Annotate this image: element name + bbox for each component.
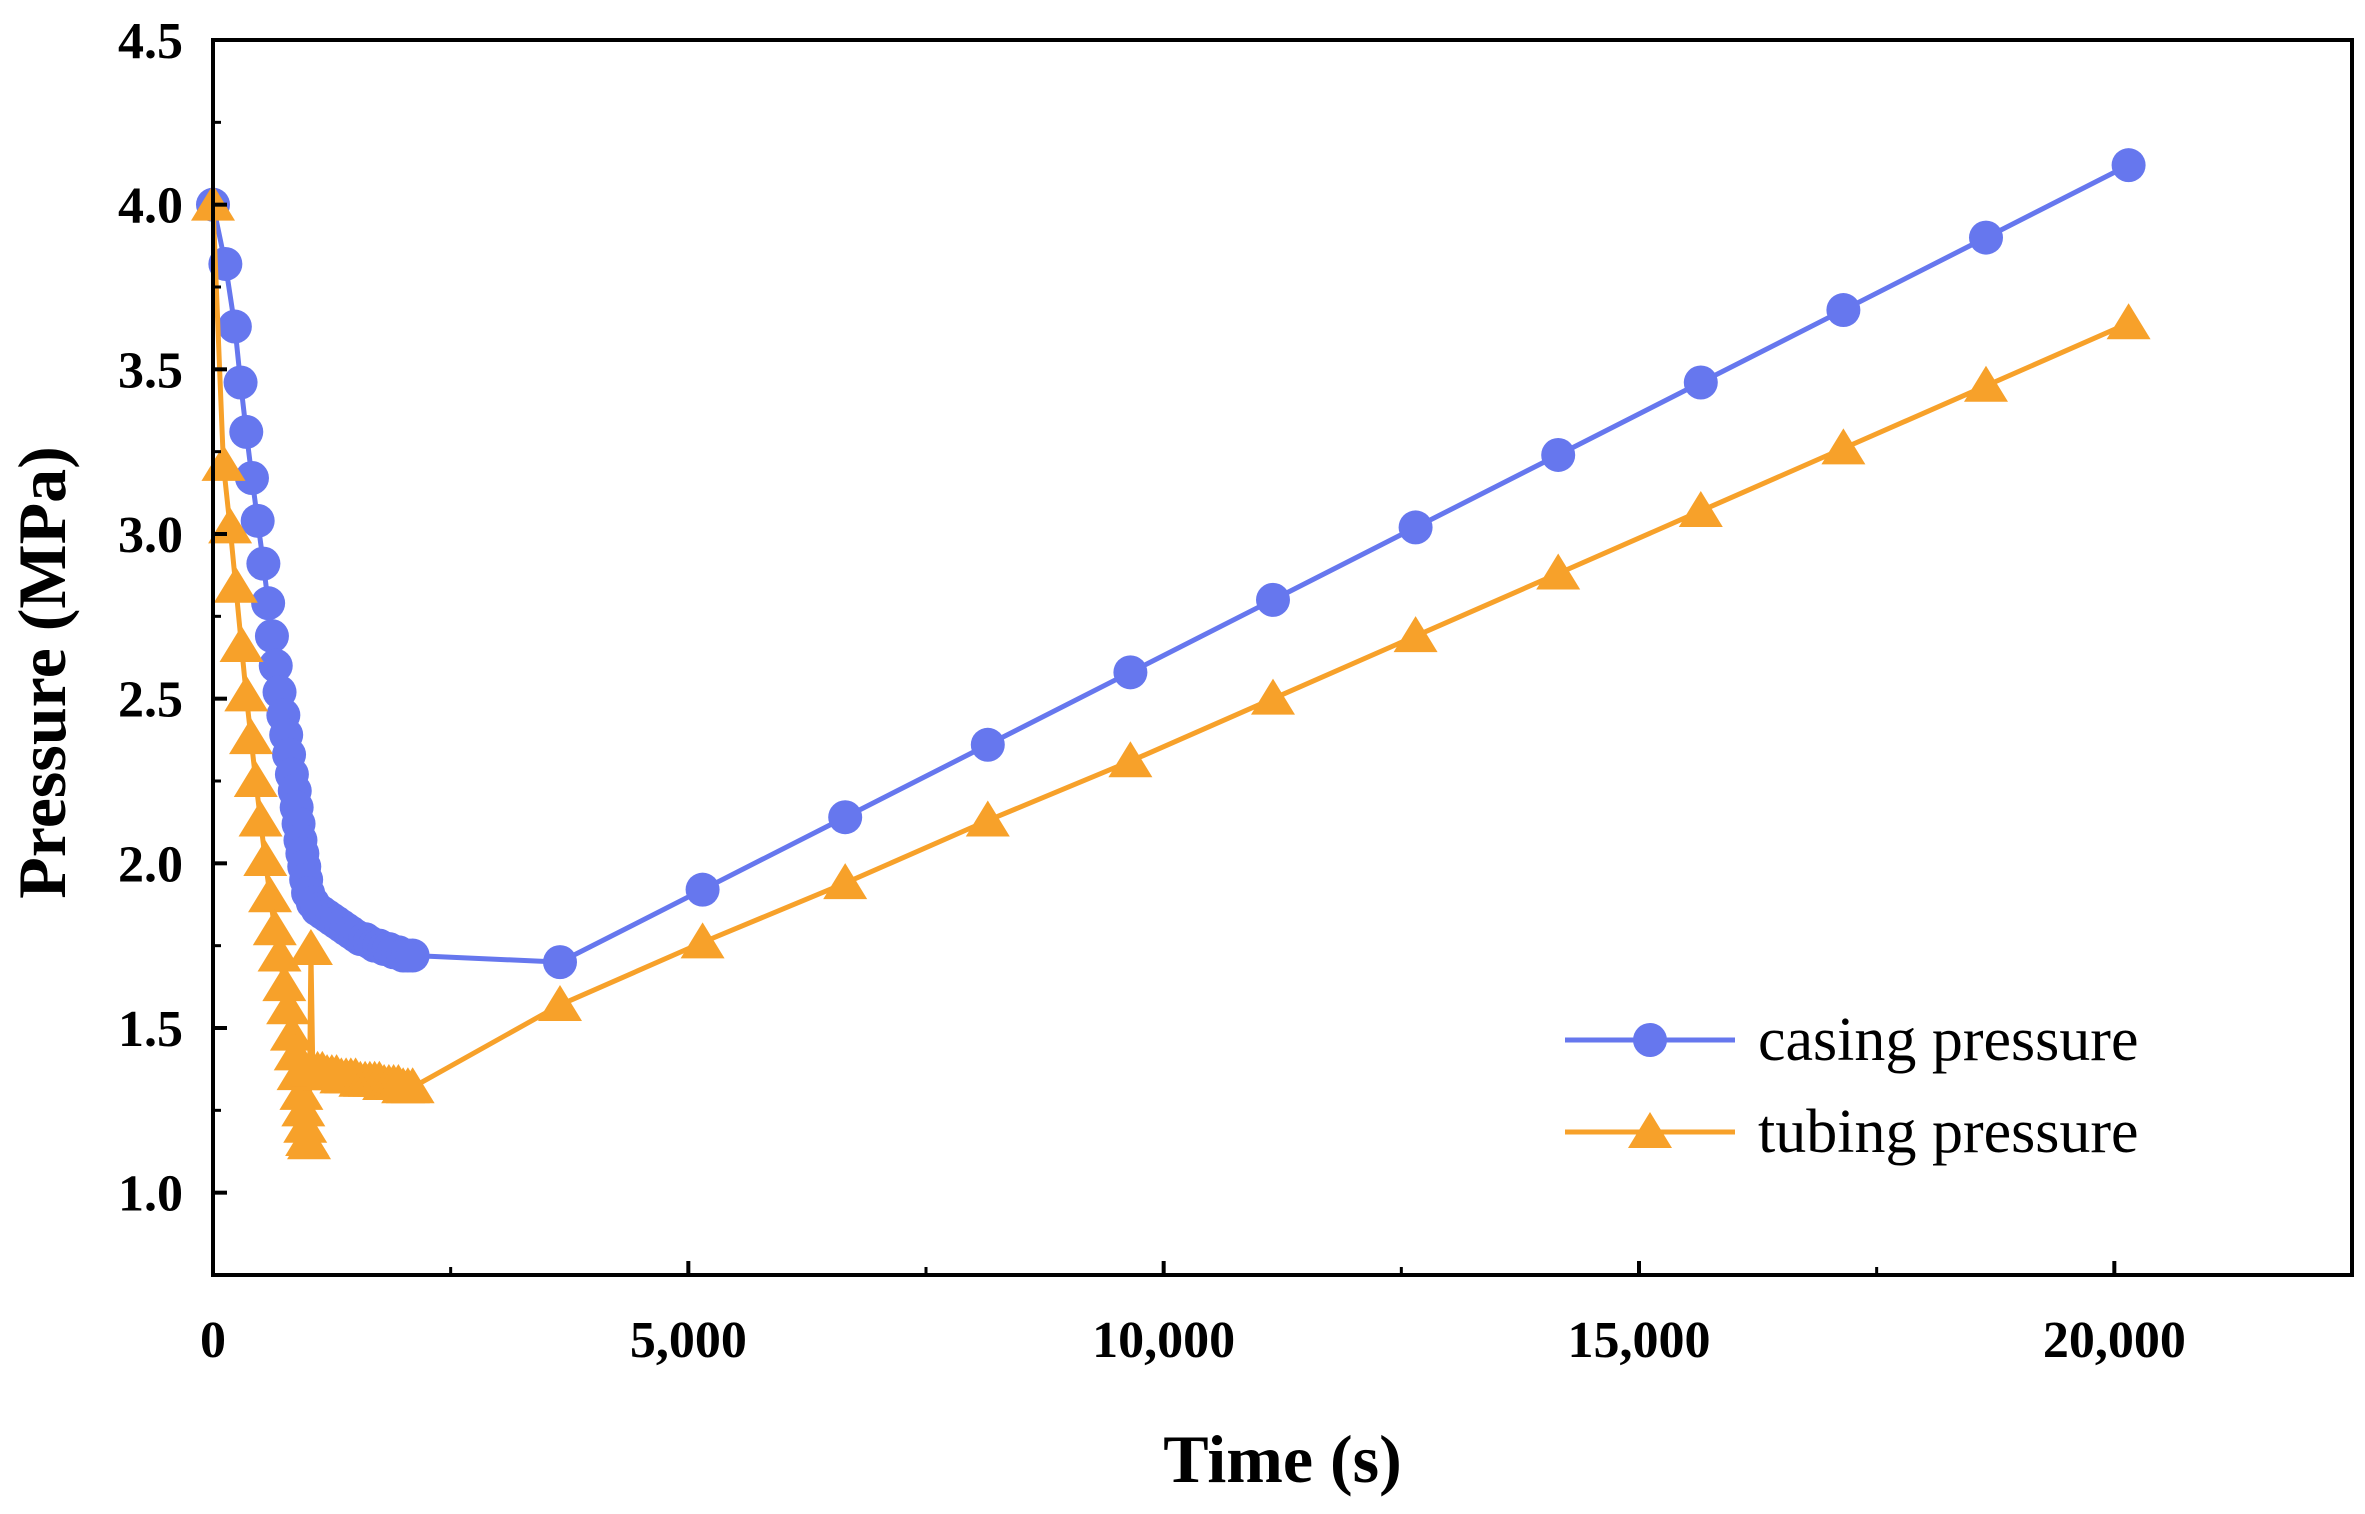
casing-pressure-point [1255,582,1290,617]
tubing-pressure-point [266,988,311,1025]
tubing-pressure-line [210,204,2130,1146]
tubing-pressure-point [229,718,274,755]
casing-pressure-series [196,148,2146,980]
x-tick-label: 5,000 [630,1312,747,1369]
x-tick-label: 15,000 [1568,1312,1711,1369]
tubing-pressure-point [1108,741,1153,778]
casing-pressure-point [229,414,264,449]
casing-pressure-point [828,800,863,835]
tubing-pressure-point [1393,616,1438,653]
casing-pressure-point [970,727,1005,762]
y-tick-label: 1.5 [118,1001,183,1058]
tubing-pressure-point [248,876,293,913]
casing-pressure-point [251,586,286,621]
legend: casing pressure tubing pressure [1565,1006,2139,1166]
casing-pressure-point [223,365,258,400]
axis-ticks [211,38,2117,1277]
tubing-pressure-point [823,863,868,900]
casing-pressure-point [258,648,293,683]
casing-pressure-point [1398,510,1433,545]
casing-pressure-point [1113,655,1148,690]
casing-pressure-point [246,546,281,581]
plot-frame [211,38,2354,1277]
tubing-pressure-point [965,800,1010,837]
tubing-pressure-point [1963,365,2008,402]
y-tick-label: 4.5 [118,13,183,70]
x-tick-label: 0 [200,1312,226,1369]
tubing-pressure-point [680,922,725,959]
tubing-pressure-point [213,566,258,603]
axis-tick-labels: 0 5,000 10,000 15,000 20,000 1.0 1.5 2.0 2.5 3.0 3… [118,13,2186,1369]
casing-pressure-point [1826,293,1861,328]
tubing-pressure-point [1821,428,1866,465]
tubing-pressure-point [537,984,582,1021]
casing-pressure-point [542,945,577,980]
tubing-pressure-point [390,1067,435,1104]
casing-pressure-point [1968,220,2003,255]
tubing-pressure-point [1536,553,1581,590]
casing-pressure-line [210,162,2130,965]
x-axis-title: Time (s) [1163,1421,1402,1497]
tubing-pressure-point [201,444,246,481]
tubing-pressure-point [252,909,297,946]
tubing-pressure-point [233,761,278,797]
tubing-pressure-point [279,1073,324,1110]
casing-pressure-legend-label: casing pressure [1758,1006,2138,1074]
casing-pressure-point [1683,365,1718,400]
tubing-pressure-point [238,800,283,837]
tubing-pressure-point [1678,490,1723,527]
casing-pressure-point [240,503,275,538]
tubing-pressure-point [287,1123,332,1160]
y-tick-label: 3.0 [118,507,183,564]
y-tick-label: 2.0 [118,836,183,893]
casing-pressure-point [234,461,269,496]
tubing-pressure-point [2106,303,2151,340]
tubing-pressure-point [243,840,288,877]
tubing-pressure-point [281,1090,326,1127]
y-axis-title: Pressure (MPa) [4,446,80,899]
y-tick-label: 1.0 [118,1166,183,1223]
tubing-pressure-legend-label: tubing pressure [1758,1098,2139,1166]
tubing-pressure-legend-marker [1628,1112,1672,1148]
casing-pressure-legend-marker [1633,1023,1667,1057]
casing-pressure-point [217,309,252,344]
casing-pressure-point [395,938,430,973]
tubing-pressure-point [219,625,264,662]
x-tick-label: 20,000 [2043,1312,2186,1369]
tubing-pressure-series [191,184,2151,1160]
casing-pressure-point [2111,148,2146,183]
y-tick-label: 2.5 [118,672,183,729]
y-tick-label: 4.0 [118,178,183,235]
tubing-pressure-point [269,1014,314,1051]
tubing-pressure-point [224,675,269,712]
tubing-pressure-point [262,965,307,1002]
series-layer [191,148,2151,1160]
tubing-pressure-point [288,928,333,965]
casing-pressure-point [254,619,289,654]
x-tick-label: 10,000 [1092,1312,1235,1369]
y-tick-label: 3.5 [118,342,183,399]
casing-pressure-point [685,872,720,907]
tubing-pressure-point [1250,678,1295,715]
casing-pressure-point [1541,437,1576,472]
